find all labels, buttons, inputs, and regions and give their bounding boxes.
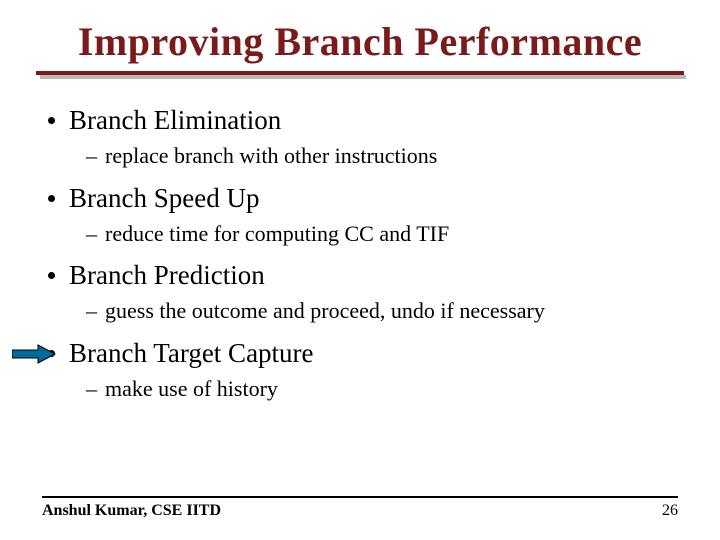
sub-bullet-item: – reduce time for computing CC and TIF — [86, 220, 680, 249]
bullet-item: Branch Elimination — [48, 103, 680, 138]
content-area: Branch Elimination – replace branch with… — [30, 103, 690, 404]
bullet-item: Branch Prediction — [48, 258, 680, 293]
bullet-text: Branch Target Capture — [69, 336, 314, 371]
bullet-dot-icon — [48, 117, 55, 124]
footer: Anshul Kumar, CSE IITD 26 — [30, 496, 690, 520]
sub-dash-icon: – — [86, 142, 97, 171]
footer-row: Anshul Kumar, CSE IITD 26 — [30, 502, 690, 520]
bullet-text: Branch Speed Up — [69, 181, 259, 216]
sub-bullet-text: make use of history — [105, 375, 278, 404]
bullet-dot-icon — [48, 195, 55, 202]
bullet-item: Branch Target Capture — [48, 336, 680, 371]
page-number: 26 — [662, 502, 678, 520]
sub-bullet-item: – make use of history — [86, 375, 680, 404]
sub-dash-icon: – — [86, 220, 97, 249]
sub-dash-icon: – — [86, 375, 97, 404]
title-underline-bar — [36, 71, 684, 75]
footer-divider — [42, 496, 678, 498]
sub-bullet-text: replace branch with other instructions — [105, 142, 437, 171]
bullet-item: Branch Speed Up — [48, 181, 680, 216]
sub-bullet-item: – replace branch with other instructions — [86, 142, 680, 171]
bullet-dot-icon — [48, 272, 55, 279]
slide-title: Improving Branch Performance — [30, 18, 690, 65]
bullet-text: Branch Prediction — [69, 258, 265, 293]
sub-dash-icon: – — [86, 297, 97, 326]
slide: Improving Branch Performance Branch Elim… — [0, 0, 720, 540]
arrow-icon — [12, 344, 56, 364]
title-underline — [36, 71, 684, 81]
bullet-text: Branch Elimination — [69, 103, 281, 138]
footer-author: Anshul Kumar, CSE IITD — [42, 502, 221, 520]
sub-bullet-text: guess the outcome and proceed, undo if n… — [105, 297, 545, 326]
title-underline-shadow — [40, 75, 686, 79]
sub-bullet-item: – guess the outcome and proceed, undo if… — [86, 297, 680, 326]
arrow-shape — [12, 345, 55, 363]
sub-bullet-text: reduce time for computing CC and TIF — [105, 220, 449, 249]
